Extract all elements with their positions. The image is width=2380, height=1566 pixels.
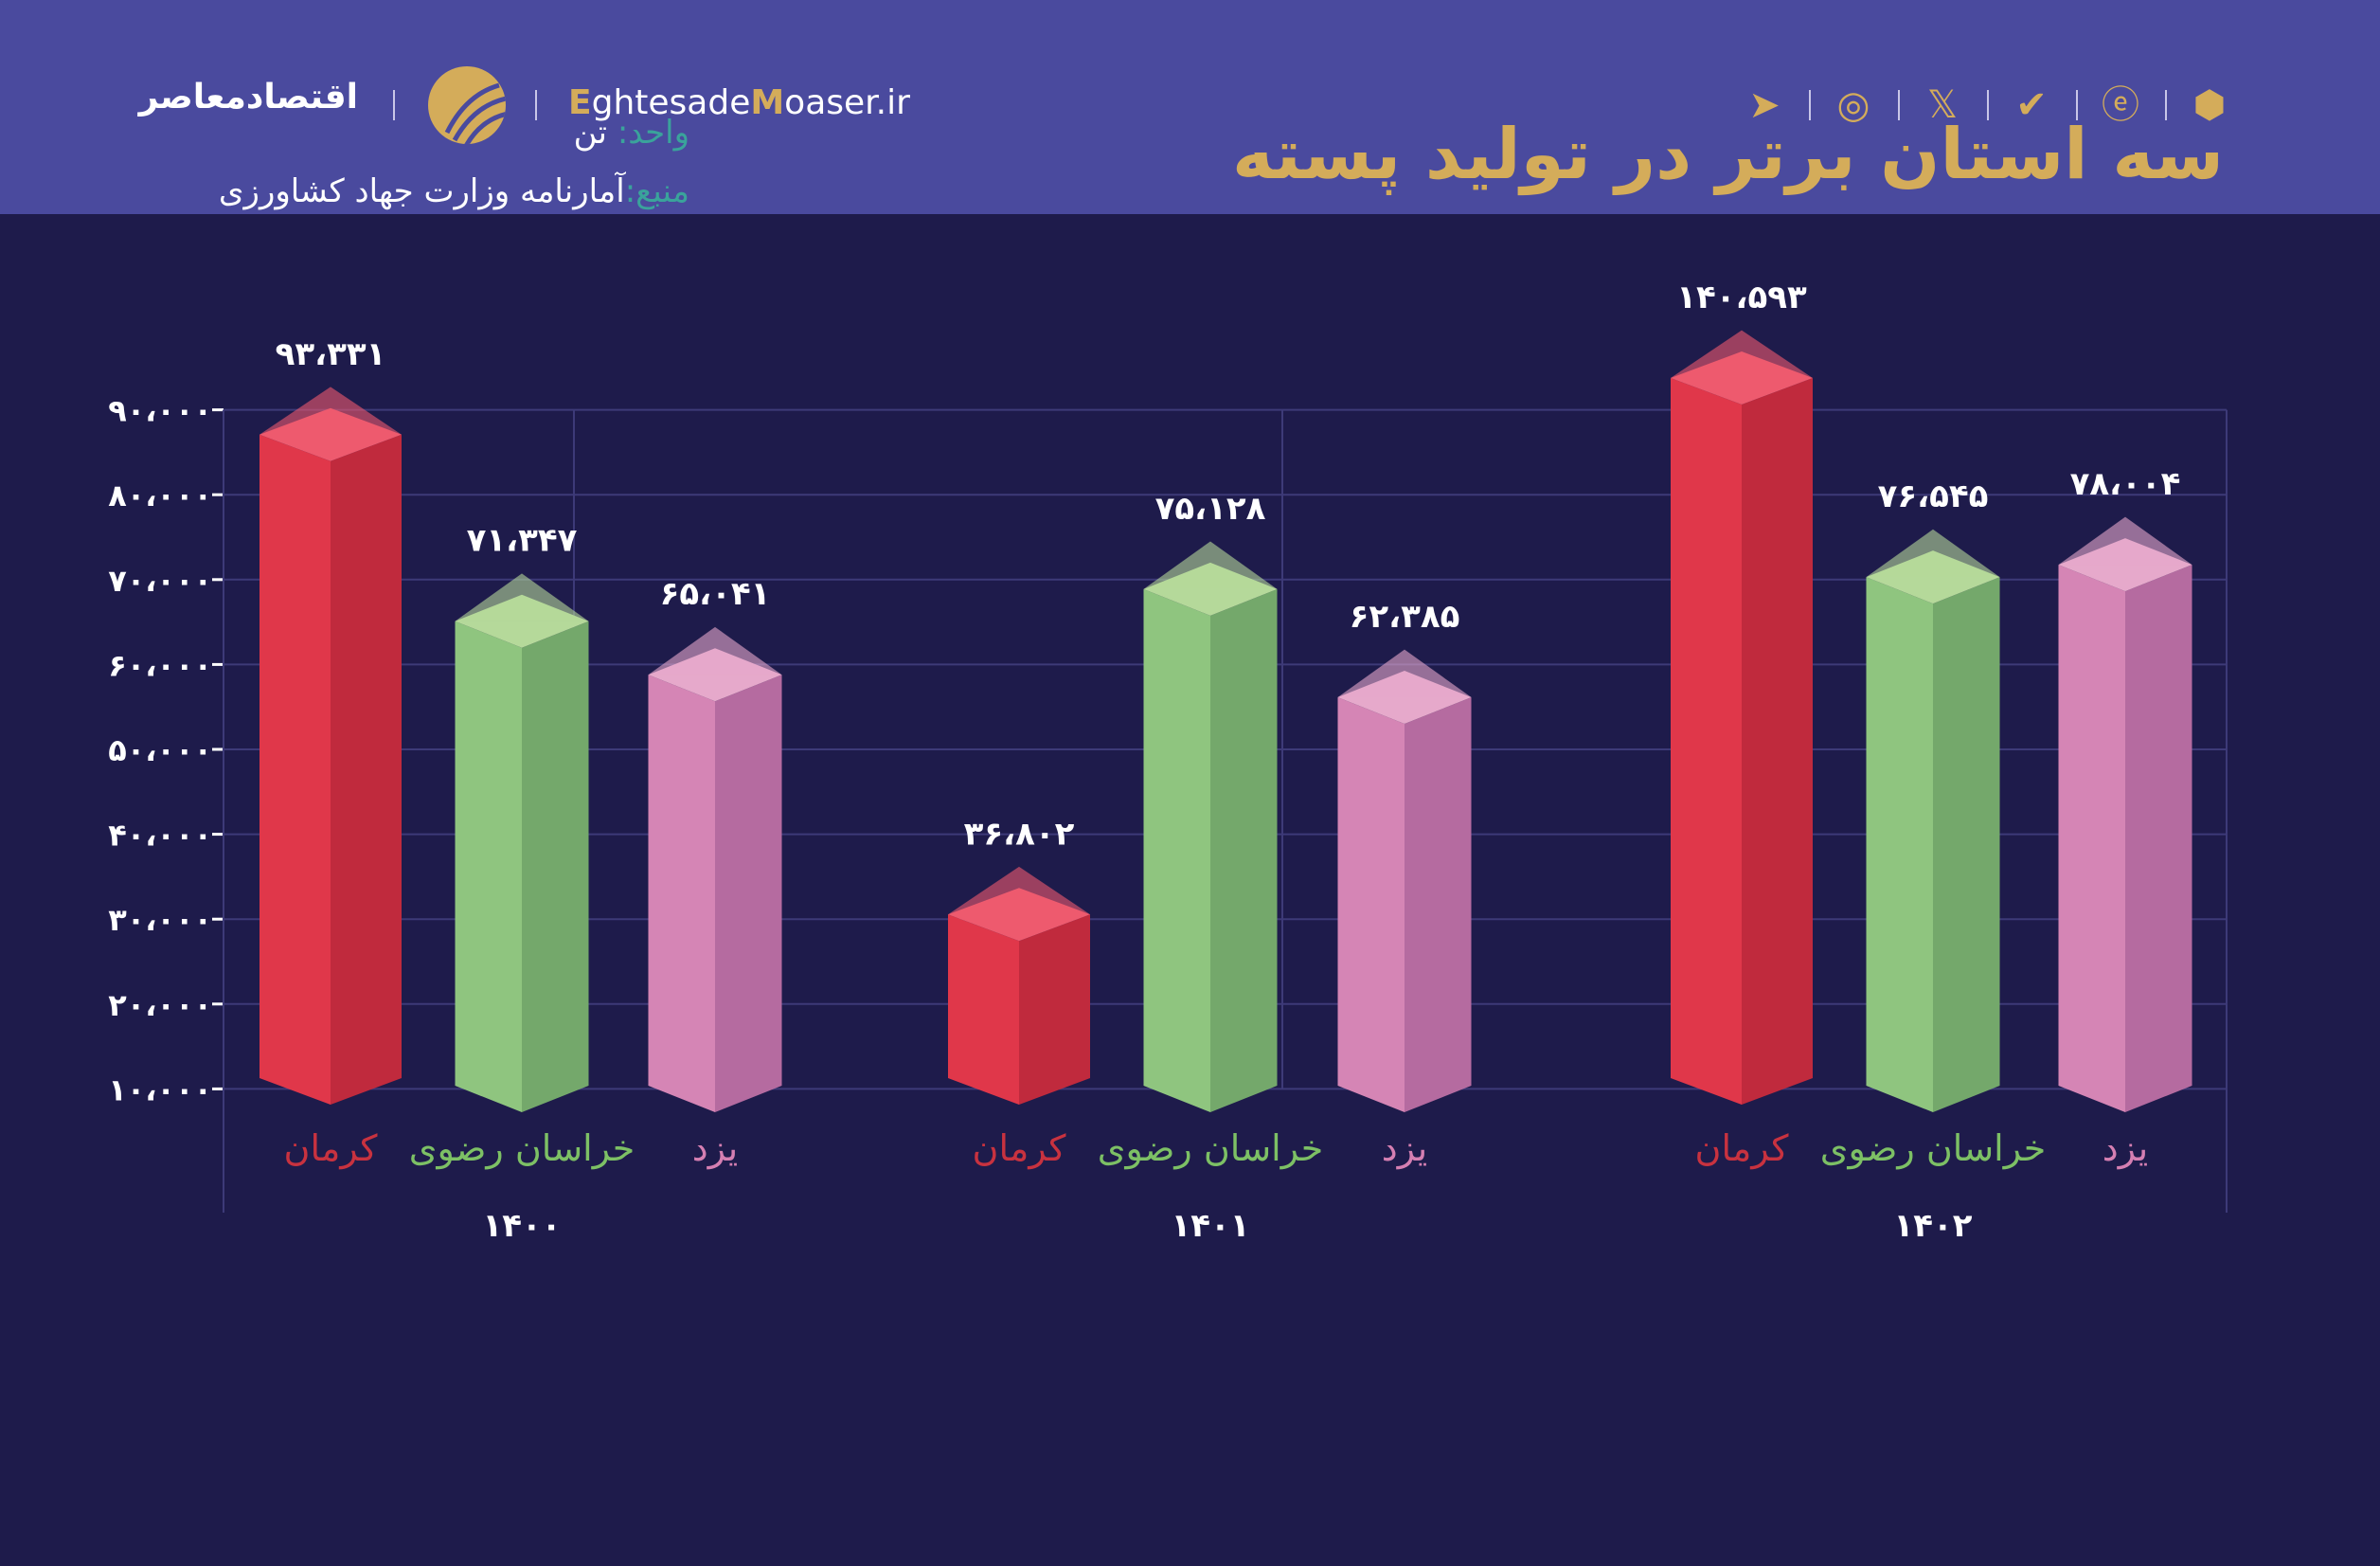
- bar-value-label: ۶۵،۰۴۱: [660, 575, 771, 613]
- y-tick-label: ۸۰،۰۰۰: [108, 477, 212, 513]
- province-label: کرمان: [284, 1127, 379, 1170]
- instagram-icon[interactable]: ◎: [1836, 83, 1870, 127]
- bar-value-label: ۳۶،۸۰۲: [964, 815, 1075, 853]
- bar-cap: [455, 573, 589, 621]
- divider: [2076, 90, 2078, 120]
- province-label: کرمان: [973, 1127, 1067, 1170]
- bar-front-face: [1143, 588, 1210, 1112]
- bar-side-face: [1742, 378, 1813, 1105]
- year-label: ۱۴۰۲: [1893, 1207, 1972, 1245]
- logo-icon: [428, 66, 506, 144]
- bar-value-label: ۶۲،۳۸۵: [1350, 598, 1460, 636]
- bar-value-label: ۷۶،۵۴۵: [1878, 477, 1989, 515]
- eitaa-icon[interactable]: ⓔ: [2102, 83, 2139, 127]
- bar-cap: [1866, 529, 2000, 578]
- hexagon-icon[interactable]: ⬢: [2192, 83, 2227, 127]
- province-label: خراسان رضوی: [1820, 1127, 2046, 1170]
- telegram-icon[interactable]: ➤: [1748, 83, 1781, 127]
- bar-side-face: [1405, 697, 1472, 1112]
- bar-chart: ۱۰،۰۰۰ ۲۰،۰۰۰ ۳۰،۰۰۰ ۴۰،۰۰۰ ۵۰،۰۰۰ ۶۰،۰۰۰ ۷۰،۰…: [108, 279, 2228, 1245]
- bar-front-face: [1671, 378, 1742, 1105]
- divider: [2165, 90, 2167, 120]
- bar-front-face: [2058, 565, 2125, 1112]
- bar-side-face: [2125, 565, 2192, 1112]
- bar-cap: [2058, 516, 2192, 566]
- source-label: منبع:: [624, 172, 689, 210]
- province-label: یزد: [2103, 1127, 2148, 1170]
- unit-value: تن: [573, 114, 607, 152]
- y-tick-label: ۴۰،۰۰۰: [108, 818, 212, 854]
- province-label: یزد: [1382, 1127, 1427, 1170]
- y-tick-label: ۹۰،۰۰۰: [108, 393, 212, 429]
- province-label: یزد: [692, 1127, 738, 1170]
- bale-icon[interactable]: ✔: [2015, 83, 2048, 127]
- bar-side-face: [715, 675, 782, 1112]
- bar-value-label: ۹۳،۳۳۱: [276, 335, 386, 373]
- bar-cap: [1143, 541, 1278, 589]
- website-link[interactable]: EghtesadeMoaser.ir: [568, 83, 910, 122]
- bar-cap: [1337, 649, 1472, 698]
- province-label: خراسان رضوی: [409, 1127, 635, 1170]
- source-line: منبع:آمارنامه وزارت جهاد کشاورزی: [219, 172, 689, 210]
- divider: [1898, 90, 1900, 120]
- province-label: خراسان رضوی: [1098, 1127, 1323, 1170]
- x-icon[interactable]: 𝕏: [1926, 83, 1959, 127]
- bar-cap: [1671, 330, 1813, 378]
- divider: [393, 90, 395, 120]
- bar-value-label: ۱۴۰،۵۹۳: [1676, 279, 1807, 316]
- bar-cap: [259, 387, 402, 435]
- bar-side-face: [331, 434, 402, 1105]
- source-value: آمارنامه وزارت جهاد کشاورزی: [218, 172, 625, 210]
- divider: [1809, 90, 1811, 120]
- y-tick-label: ۶۰،۰۰۰: [108, 647, 212, 683]
- chart-title: سه استان برتر در تولید پسته: [1231, 114, 2224, 195]
- bar-side-face: [1210, 588, 1278, 1112]
- footer: اقتصادمعاصر EghtesadeMoaser.ir ⬢ ⓔ ✔ 𝕏 ◎ ➤: [0, 0, 2380, 214]
- bar-front-face: [948, 914, 1019, 1105]
- y-tick-label: ۷۰،۰۰۰: [108, 563, 212, 599]
- bar-front-face: [1866, 577, 1933, 1112]
- unit-line: واحد: تن: [574, 114, 689, 152]
- year-label: ۱۴۰۱: [1171, 1207, 1249, 1245]
- brand-name: اقتصادمعاصر: [138, 78, 358, 117]
- province-label: کرمان: [1695, 1127, 1790, 1170]
- bar-cap: [948, 866, 1090, 915]
- bar-side-face: [522, 621, 589, 1112]
- bar-value-label: ۷۱،۳۴۷: [467, 522, 578, 560]
- bar-value-label: ۷۵،۱۲۸: [1155, 490, 1266, 528]
- bar-front-face: [648, 675, 715, 1112]
- y-tick-label: ۲۰،۰۰۰: [108, 987, 212, 1023]
- bar-front-face: [455, 621, 522, 1112]
- y-tick-label: ۵۰،۰۰۰: [108, 732, 212, 768]
- year-label: ۱۴۰۰: [482, 1207, 561, 1245]
- bar-value-label: ۷۸،۰۰۴: [2070, 465, 2181, 503]
- bar-side-face: [1019, 914, 1090, 1105]
- y-tick-label: ۱۰،۰۰۰: [108, 1071, 212, 1107]
- y-tick-label: ۳۰،۰۰۰: [108, 902, 212, 938]
- bar-side-face: [1933, 577, 2000, 1112]
- bar-cap: [648, 626, 782, 675]
- bar-front-face: [259, 434, 331, 1105]
- divider: [1987, 90, 1989, 120]
- unit-label: واحد:: [617, 114, 689, 152]
- divider: [535, 90, 537, 120]
- bar-front-face: [1337, 697, 1405, 1112]
